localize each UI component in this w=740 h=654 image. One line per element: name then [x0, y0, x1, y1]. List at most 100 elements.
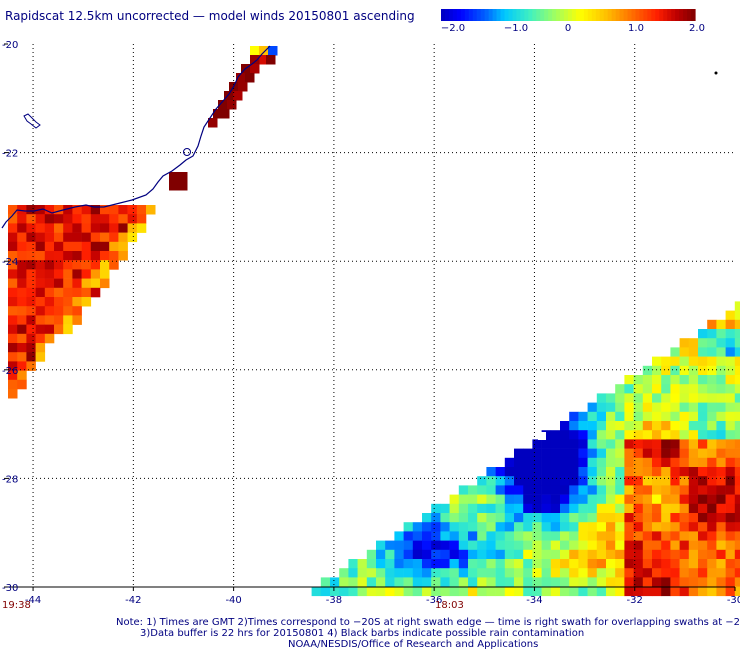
wind-cell	[670, 559, 680, 569]
wind-cell	[495, 559, 506, 569]
wind-cell	[17, 232, 27, 243]
wind-cell	[504, 457, 515, 468]
wind-cell	[17, 251, 27, 261]
wind-cell	[569, 494, 579, 505]
wind-cell	[698, 347, 708, 357]
wind-cell	[35, 297, 46, 307]
wind-cell	[661, 448, 671, 459]
wind-cell	[679, 568, 690, 578]
wind-cell	[458, 577, 469, 587]
wind-cell	[403, 577, 414, 587]
wind-cell	[357, 577, 368, 587]
wind-cell	[652, 448, 662, 459]
wind-cell	[560, 531, 570, 541]
wind-cell	[109, 205, 119, 215]
wind-cell	[366, 549, 377, 560]
wind-cell	[734, 347, 740, 357]
wind-cell	[560, 559, 570, 569]
wind-cell	[376, 549, 386, 560]
wind-cell	[514, 513, 524, 523]
wind-cell	[716, 503, 726, 514]
wind-cell	[514, 467, 524, 477]
wind-cell	[587, 522, 598, 532]
wind-cell	[109, 251, 119, 261]
wind-cell	[486, 549, 496, 560]
wind-cell	[679, 577, 690, 587]
wind-cell	[698, 430, 708, 440]
wind-cell	[100, 205, 110, 215]
wind-cell	[35, 333, 46, 344]
wind-cell	[44, 297, 55, 307]
wind-cell	[679, 430, 690, 440]
wind-cell	[532, 448, 542, 459]
wind-cell	[596, 568, 607, 578]
wind-cell	[63, 214, 73, 224]
wind-cell	[468, 549, 478, 560]
wind-cell	[661, 577, 671, 587]
wind-cell	[523, 485, 533, 495]
wind-cell	[63, 287, 73, 298]
wind-cell	[707, 448, 717, 459]
wind-cell	[670, 457, 680, 468]
wind-cell	[652, 467, 662, 477]
wind-cell	[127, 223, 138, 233]
wind-cell	[624, 513, 634, 523]
wind-cell	[109, 214, 119, 224]
wind-cell	[707, 402, 717, 413]
wind-cell	[357, 559, 368, 569]
wind-cell	[560, 448, 570, 459]
wind-cell	[716, 513, 726, 523]
wind-cell	[707, 347, 717, 357]
wind-cell	[54, 260, 64, 270]
colorbar-step	[603, 9, 609, 21]
wind-cell	[54, 278, 64, 289]
wind-cell	[477, 485, 487, 495]
wind-cell	[633, 522, 644, 532]
wind-cell	[633, 577, 644, 587]
wind-cell	[624, 384, 634, 394]
wind-cell	[615, 586, 625, 597]
wind-cell	[569, 439, 579, 449]
wind-cell	[652, 375, 662, 385]
wind-cell	[8, 223, 18, 233]
colorbar-step	[520, 9, 525, 21]
wind-cell	[169, 181, 179, 191]
wind-cell	[587, 411, 598, 422]
wind-cell	[606, 485, 616, 495]
wind-cell	[652, 402, 662, 413]
wind-cell	[532, 467, 542, 477]
wind-cell	[661, 485, 671, 495]
wind-cell	[642, 375, 653, 385]
wind-cell	[72, 287, 82, 298]
wind-cell	[661, 586, 671, 597]
wind-cell	[81, 278, 92, 289]
wind-cell	[339, 568, 349, 578]
wind-cell	[716, 540, 726, 551]
wind-cell	[431, 559, 441, 569]
wind-cell	[514, 577, 524, 587]
wind-cell	[486, 485, 496, 495]
wind-cell	[449, 540, 460, 551]
wind-cell	[725, 439, 736, 449]
wind-cell	[532, 494, 542, 505]
wind-cell	[716, 559, 726, 569]
wind-cell	[569, 421, 579, 431]
wind-cell	[642, 467, 653, 477]
wind-cell	[394, 531, 404, 541]
wind-cell	[495, 467, 506, 477]
wind-cell	[504, 568, 515, 578]
wind-cell	[127, 232, 138, 243]
wind-cell	[670, 375, 680, 385]
wind-cell	[633, 402, 644, 413]
wind-cell	[495, 503, 506, 514]
wind-cell	[468, 485, 478, 495]
wind-cell	[707, 457, 717, 468]
wind-cell	[670, 522, 680, 532]
colorbar-step	[452, 9, 458, 21]
wind-cell	[514, 522, 524, 532]
wind-cell	[44, 333, 55, 344]
wind-cell	[670, 503, 680, 514]
wind-cell	[220, 109, 230, 119]
colorbar-step	[687, 9, 692, 21]
wind-cell	[633, 568, 644, 578]
